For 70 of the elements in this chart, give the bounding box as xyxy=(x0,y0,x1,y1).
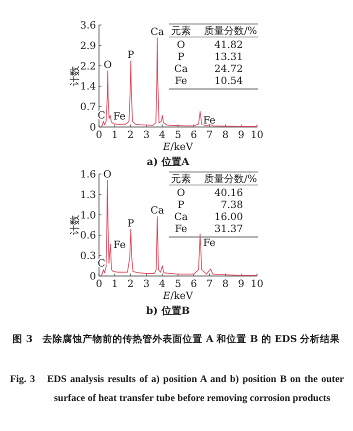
annotation: 13.31 xyxy=(214,52,243,63)
x-tick-label: 4 xyxy=(159,279,166,290)
caption: Fig. 3 EDS analysis results of a) position A and b) position B on the outer surface of heat transfer tube before removing corrosion products xyxy=(10,373,344,406)
caption: 图 3 去除腐蚀产物前的传热管外表面位置 A 和位置 B 的 EDS 分析结果 xyxy=(12,332,342,347)
y-tick-label: 0.7 xyxy=(80,102,96,114)
annotation: Fe xyxy=(113,111,126,122)
y-tick-label: 1.4 xyxy=(80,82,96,93)
y-tick-label: 1.6 xyxy=(80,170,96,180)
annotation: P xyxy=(178,200,185,211)
y-tick-label: 1.0 xyxy=(80,210,96,222)
x-tick-label: 1 xyxy=(112,279,118,290)
annotation: P xyxy=(127,50,134,61)
annotation: 41.82 xyxy=(214,40,243,51)
x-tick-label: 1 xyxy=(112,130,118,141)
annotation: O xyxy=(104,60,112,71)
text: a) 位置A xyxy=(146,156,190,168)
annotation: O xyxy=(103,169,112,180)
x-tick-label: 8 xyxy=(222,130,229,141)
y-tick-label: 1.3 xyxy=(80,190,96,201)
text: b) 位置B xyxy=(146,305,190,317)
x-tick-label: 2 xyxy=(127,279,134,290)
x-tick-label: 6 xyxy=(190,130,197,141)
x-tick-label: 7 xyxy=(206,279,213,290)
annotation: 31.37 xyxy=(214,224,243,235)
y-tick-label: 0 xyxy=(90,122,96,134)
annotation: 40.16 xyxy=(214,188,243,199)
annotation: Fe xyxy=(113,240,126,252)
x-tick-label: 2 xyxy=(127,130,134,141)
annotation: O xyxy=(176,188,186,199)
annotation: Ca xyxy=(174,64,188,75)
annotation: 10.54 xyxy=(214,76,243,87)
y-tick-label: 0.6 xyxy=(80,230,96,242)
annotation: P xyxy=(178,52,185,63)
x-tick-label: 7 xyxy=(206,130,213,141)
annotation: O xyxy=(176,40,186,51)
y-axis-title: 计数 xyxy=(69,215,81,235)
annotation: Fe xyxy=(203,238,216,249)
x-tick-label: 3 xyxy=(143,130,150,141)
annotation: 16.00 xyxy=(214,212,243,223)
annotation: 质量分数/% xyxy=(204,25,257,37)
x-tick-label: 5 xyxy=(174,279,182,290)
annotation: 元素 xyxy=(171,25,191,37)
annotation: Fe xyxy=(174,76,188,87)
y-axis-title: 计数 xyxy=(69,66,81,86)
y-tick-label: 2.9 xyxy=(80,40,96,52)
y-tick-label: 3.6 xyxy=(80,20,96,32)
annotation: Ca xyxy=(150,206,164,217)
x-tick-label: 9 xyxy=(238,130,244,141)
annotation: Fe xyxy=(203,115,216,126)
x-tick-label: 6 xyxy=(190,279,197,290)
x-tick-label: 10 xyxy=(250,130,264,141)
annotation: Fe xyxy=(174,224,188,235)
annotation: 7.38 xyxy=(220,200,243,211)
x-tick-label: 3 xyxy=(143,279,150,290)
x-tick-label: 8 xyxy=(222,279,229,290)
y-tick-label: 2.2 xyxy=(80,61,96,72)
y-tick-label: 0.3 xyxy=(80,251,96,262)
annotation: Ca xyxy=(174,212,188,223)
y-tick-label: 0 xyxy=(90,272,96,282)
x-tick-label: 5 xyxy=(174,130,182,141)
x-axis-title: E/keV xyxy=(162,291,194,302)
annotation: 24.72 xyxy=(214,64,243,75)
x-tick-label: 10 xyxy=(250,279,264,290)
annotation: P xyxy=(127,218,134,230)
x-axis-title: E/keV xyxy=(162,142,194,153)
x-tick-label: 9 xyxy=(238,279,244,290)
x-tick-label: 4 xyxy=(159,130,166,141)
annotation: Ca xyxy=(150,26,164,38)
annotation: 质量分数/% xyxy=(204,173,257,185)
annotation: 元素 xyxy=(171,173,191,185)
